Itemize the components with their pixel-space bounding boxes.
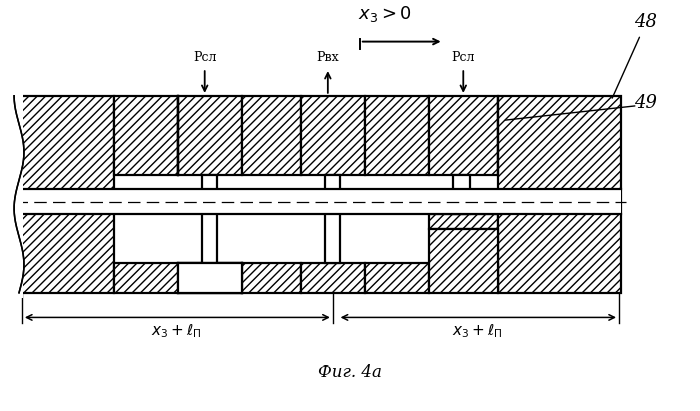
Text: 49: 49 (634, 94, 657, 112)
Text: $x_3 > 0$: $x_3 > 0$ (358, 4, 412, 24)
Text: 48: 48 (634, 13, 657, 31)
Text: Фиг. 4а: Фиг. 4а (318, 365, 382, 381)
Bar (241, 263, 301, 293)
Text: Рсл: Рсл (193, 51, 216, 64)
Bar (178, 263, 242, 293)
Bar (429, 214, 498, 229)
Bar (20, 189, 621, 214)
Bar (429, 96, 498, 175)
Bar (178, 96, 242, 175)
Bar (113, 96, 178, 175)
Text: Рвх: Рвх (316, 51, 339, 64)
Bar (326, 175, 340, 263)
Bar (20, 96, 113, 293)
Bar (301, 263, 365, 293)
Text: $x_3 + \ell_{\Pi}$: $x_3 + \ell_{\Pi}$ (151, 322, 202, 340)
Bar (454, 175, 470, 214)
Bar (365, 263, 429, 293)
Bar (202, 175, 217, 263)
Bar (365, 96, 429, 175)
Bar (5, 91, 23, 298)
Bar (113, 263, 241, 293)
Bar (241, 96, 301, 175)
Bar (498, 96, 621, 293)
Text: $x_3 + \ell_{\Pi}$: $x_3 + \ell_{\Pi}$ (452, 322, 502, 340)
Bar (178, 263, 242, 293)
Bar (301, 96, 365, 175)
Text: Рсл: Рсл (452, 51, 475, 64)
Bar (429, 229, 498, 293)
